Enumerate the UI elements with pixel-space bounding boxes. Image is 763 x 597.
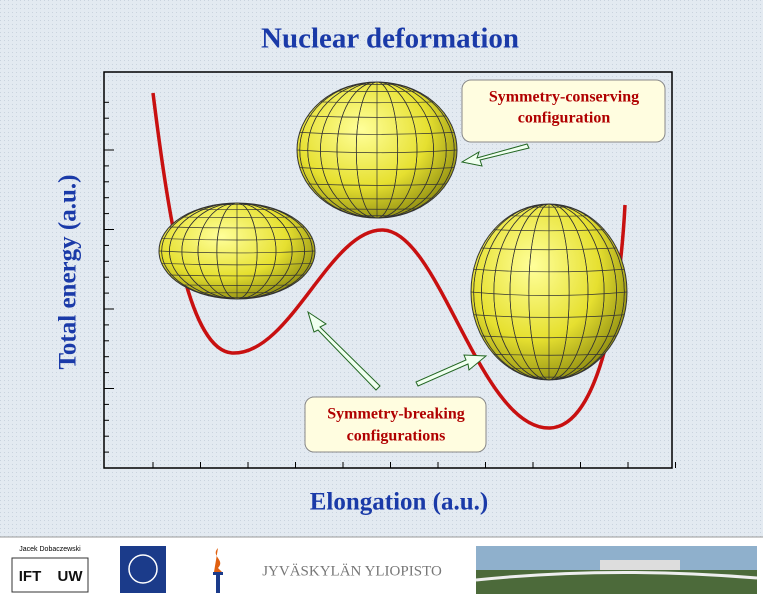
parallel bbox=[473, 268, 625, 273]
callout-box bbox=[304, 396, 487, 453]
nucleus bbox=[158, 202, 316, 300]
nucleus bbox=[470, 203, 628, 381]
parallel bbox=[169, 274, 305, 277]
parallel bbox=[320, 197, 434, 200]
parallel bbox=[307, 183, 447, 186]
axis-ticks bbox=[104, 101, 676, 469]
plot-frame bbox=[103, 71, 673, 469]
parallel bbox=[299, 167, 455, 170]
callout-text: configurations bbox=[347, 428, 446, 445]
arrow bbox=[415, 354, 488, 387]
meridian bbox=[336, 82, 418, 218]
callout-text: Symmetry-conserving bbox=[489, 89, 639, 106]
parallel bbox=[159, 250, 315, 254]
meridian bbox=[197, 203, 277, 299]
parallel bbox=[471, 291, 627, 296]
campus-photo-bridge bbox=[475, 570, 758, 582]
university-name: JYVÄSKYLÄN YLIOPISTO bbox=[262, 562, 442, 579]
parallel bbox=[493, 229, 605, 232]
callout-text: configuration bbox=[518, 110, 611, 127]
meridian bbox=[481, 204, 617, 380]
meridian bbox=[216, 203, 258, 299]
y-axis-label: Total energy (a.u.) bbox=[55, 175, 82, 370]
meridian bbox=[320, 82, 434, 218]
meridian bbox=[509, 204, 589, 380]
logo-box bbox=[11, 557, 89, 593]
parallel bbox=[161, 238, 313, 241]
meridian bbox=[307, 82, 447, 218]
parallel bbox=[181, 216, 293, 218]
uw-emblem bbox=[120, 546, 166, 593]
nuclear-shapes bbox=[158, 81, 628, 381]
parallel bbox=[181, 284, 293, 286]
nucleus-grid bbox=[297, 82, 457, 218]
parallel bbox=[169, 226, 305, 229]
callout-box bbox=[461, 79, 666, 143]
nucleus-grid bbox=[471, 204, 627, 380]
parallel bbox=[473, 314, 625, 318]
parallel bbox=[299, 132, 455, 135]
parallel bbox=[161, 263, 313, 266]
title: Nuclear deformation bbox=[261, 23, 519, 55]
arrow bbox=[307, 310, 381, 391]
meridian bbox=[493, 204, 605, 380]
nucleus-grid bbox=[159, 203, 315, 299]
meridian bbox=[355, 82, 399, 218]
torch-flame bbox=[214, 548, 222, 572]
campus-photo-building bbox=[600, 560, 680, 570]
parallel bbox=[493, 353, 605, 356]
parallel bbox=[320, 101, 434, 104]
arrows bbox=[307, 143, 530, 391]
logo-text: UW bbox=[58, 568, 84, 585]
callout-text: Symmetry-breaking bbox=[327, 406, 464, 423]
parallel bbox=[481, 247, 617, 251]
meridian bbox=[169, 203, 305, 299]
uw-emblem-ring bbox=[128, 554, 158, 584]
nucleus bbox=[296, 81, 458, 219]
torch bbox=[216, 575, 220, 593]
x-axis-label: Elongation (a.u.) bbox=[310, 489, 489, 516]
energy-curve bbox=[151, 92, 627, 430]
logo-text: IFT bbox=[19, 568, 42, 585]
arrow bbox=[460, 143, 530, 167]
parallel bbox=[481, 335, 617, 339]
author: Jacek Dobaczewski bbox=[19, 546, 81, 553]
torch bbox=[213, 572, 223, 575]
parallel bbox=[307, 115, 447, 118]
parallel bbox=[297, 149, 457, 154]
meridian bbox=[181, 203, 293, 299]
meridian bbox=[528, 204, 570, 380]
